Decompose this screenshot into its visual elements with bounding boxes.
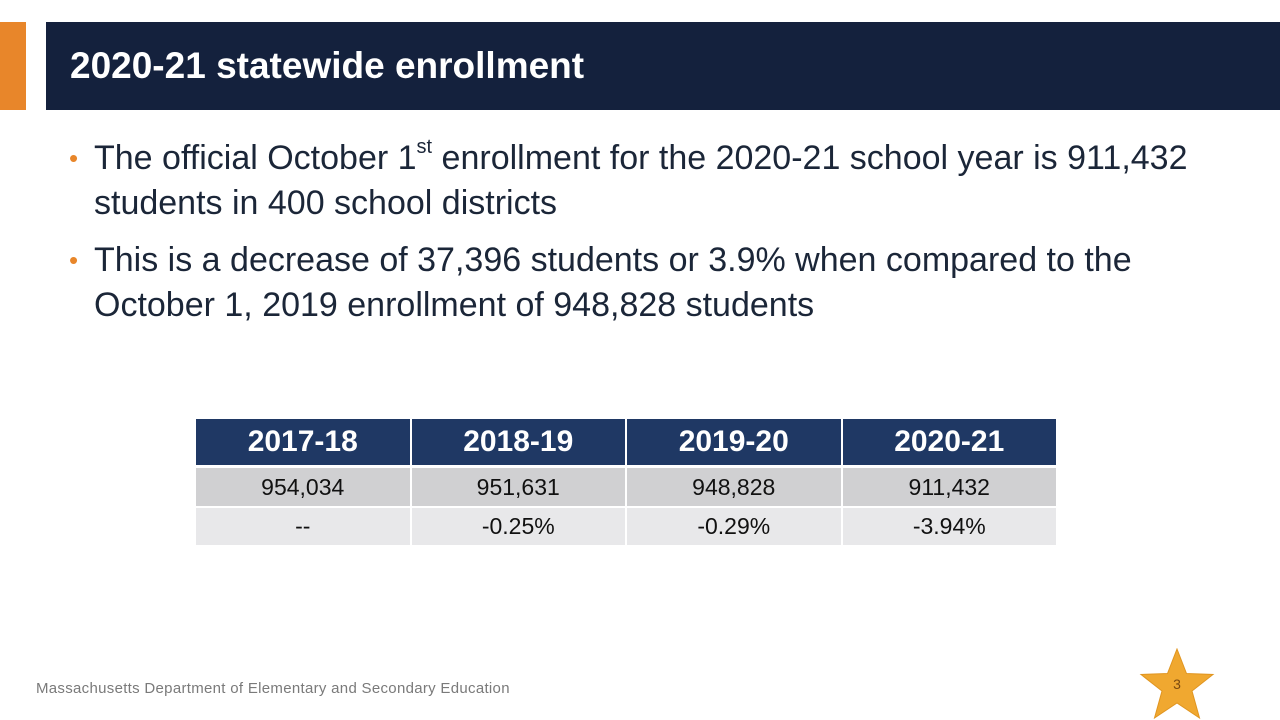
bullet-marker: • bbox=[69, 245, 79, 275]
enrollment-table: 2017-18 2018-19 2019-20 2020-21 954,034 … bbox=[194, 419, 1058, 545]
footer-organization: Massachusetts Department of Elementary a… bbox=[36, 680, 510, 697]
bullet-marker: • bbox=[69, 143, 79, 173]
table-cell: 954,034 bbox=[194, 466, 412, 508]
bullet-text-part: enrollment for the 2020-21 school year i… bbox=[94, 139, 1188, 222]
bullet-text-part: The official October 1 bbox=[94, 139, 417, 177]
table-row-enrollment: 954,034 951,631 948,828 911,432 bbox=[194, 466, 1058, 508]
star-icon bbox=[1139, 648, 1215, 720]
ordinal-suffix: st bbox=[416, 135, 433, 158]
bullet-item-enrollment: • The official October 1st enrollment for… bbox=[66, 136, 1236, 226]
table-header-cell: 2019-20 bbox=[625, 419, 843, 468]
slide-title: 2020-21 statewide enrollment bbox=[70, 45, 585, 86]
table-cell: -3.94% bbox=[840, 507, 1058, 545]
bullet-list: • The official October 1st enrollment for… bbox=[66, 136, 1236, 340]
table-cell: 951,631 bbox=[409, 466, 627, 508]
table-header-cell: 2018-19 bbox=[409, 419, 627, 468]
table-cell: 948,828 bbox=[625, 466, 843, 508]
table-row-change: -- -0.25% -0.29% -3.94% bbox=[194, 507, 1058, 545]
table-header-row: 2017-18 2018-19 2019-20 2020-21 bbox=[194, 419, 1058, 468]
bullet-item-decrease: • This is a decrease of 37,396 students o… bbox=[66, 238, 1236, 328]
title-accent-bar bbox=[0, 22, 26, 110]
page-number: 3 bbox=[1173, 676, 1181, 692]
table-cell: 911,432 bbox=[840, 466, 1058, 508]
table-cell: -- bbox=[194, 507, 412, 545]
table-header-cell: 2020-21 bbox=[840, 419, 1058, 468]
title-bar: 2020-21 statewide enrollment bbox=[46, 22, 1280, 110]
table-header-cell: 2017-18 bbox=[194, 419, 412, 468]
table-cell: -0.29% bbox=[625, 507, 843, 545]
bullet-text: This is a decrease of 37,396 students or… bbox=[94, 241, 1132, 324]
table-cell: -0.25% bbox=[409, 507, 627, 545]
